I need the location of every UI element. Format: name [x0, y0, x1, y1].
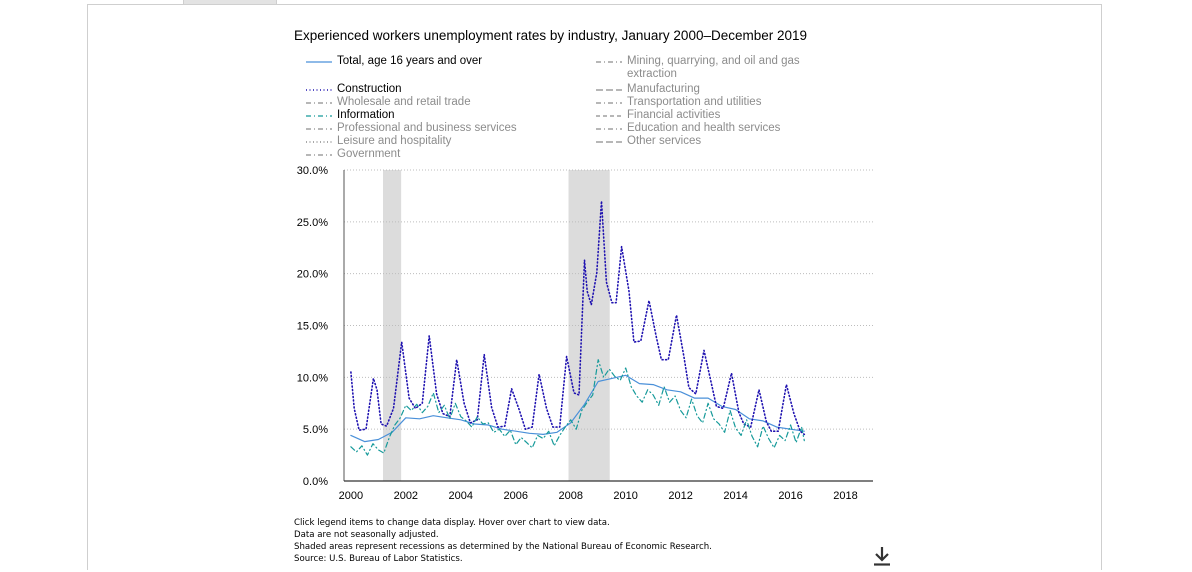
tab-stub[interactable]: [183, 0, 277, 5]
y-tick-label: 25.0%: [297, 217, 328, 229]
chart-panel: [87, 4, 1102, 570]
legend-label: Leisure and hospitality: [337, 135, 452, 147]
legend-item-professional-and-business-services[interactable]: Professional and business services: [306, 122, 517, 135]
legend-swatch: [596, 89, 622, 91]
legend-label: Manufacturing: [627, 83, 700, 95]
legend-swatch: [306, 102, 332, 104]
download-icon[interactable]: [872, 545, 892, 567]
legend-swatch: [596, 141, 622, 143]
chart-notes: Click legend items to change data displa…: [294, 517, 712, 565]
y-tick-label: 20.0%: [297, 269, 328, 281]
x-tick-label: 2008: [558, 490, 582, 502]
chart-title: Experienced workers unemployment rates b…: [294, 28, 808, 43]
legend-item-other-services[interactable]: Other services: [596, 135, 701, 148]
legend-item-financial-activities[interactable]: Financial activities: [596, 109, 720, 122]
legend-label: Other services: [627, 135, 702, 147]
legend-item-government[interactable]: Government: [306, 148, 400, 161]
legend-item-education-and-health-services[interactable]: Education and health services: [596, 122, 780, 135]
note-instructions: Click legend items to change data displa…: [294, 518, 610, 528]
x-tick-label: 2002: [394, 490, 418, 502]
legend-swatch: [306, 89, 332, 91]
x-tick-label: 2006: [504, 490, 528, 502]
x-tick-label: 2010: [613, 490, 637, 502]
legend-swatch: [596, 115, 622, 117]
legend-label: Information: [337, 109, 395, 121]
legend-label: Wholesale and retail trade: [337, 96, 471, 108]
series-line-information[interactable]: [350, 359, 805, 456]
legend-label: Financial activities: [627, 109, 721, 121]
legend-item-mining-quarrying-and-oil-and-gas-extraction[interactable]: Mining, quarrying, and oil and gas extra…: [596, 55, 817, 81]
legend-swatch: [306, 141, 332, 143]
legend-label: Total, age 16 years and over: [337, 55, 483, 67]
legend-item-wholesale-and-retail-trade[interactable]: Wholesale and retail trade: [306, 96, 471, 109]
legend-label: Mining, quarrying, and oil and gas extra…: [627, 55, 800, 80]
legend-item-construction[interactable]: Construction: [306, 83, 402, 96]
legend-swatch: [306, 128, 332, 130]
legend-swatch: [306, 61, 332, 63]
x-tick-label: 2004: [449, 490, 473, 502]
legend-swatch: [596, 128, 622, 130]
legend-label: Government: [337, 148, 401, 160]
legend-item-total-age-16-years-and-over[interactable]: Total, age 16 years and over: [306, 55, 482, 68]
y-tick-label: 30.0%: [297, 165, 328, 177]
y-tick-label: 5.0%: [303, 424, 328, 436]
legend-swatch: [306, 115, 332, 117]
x-tick-label: 2018: [833, 490, 857, 502]
legend-label: Professional and business services: [337, 122, 517, 134]
legend-swatch: [596, 102, 622, 104]
note-source: Source: U.S. Bureau of Labor Statistics.: [294, 554, 463, 564]
legend-item-manufacturing[interactable]: Manufacturing: [596, 83, 700, 96]
y-tick-label: 10.0%: [297, 372, 328, 384]
y-tick-label: 15.0%: [297, 321, 328, 333]
recession-band: [568, 170, 610, 481]
legend-swatch: [306, 154, 332, 156]
x-tick-label: 2016: [778, 490, 802, 502]
series-line-total-age-16-years-and-over[interactable]: [350, 374, 805, 443]
legend-label: Transportation and utilities: [627, 96, 762, 108]
y-tick-label: 0.0%: [303, 476, 328, 488]
legend-item-information[interactable]: Information: [306, 109, 395, 122]
series-line-construction[interactable]: [350, 200, 806, 436]
note-seasonal: Data are not seasonally adjusted.: [294, 530, 439, 540]
legend-item-transportation-and-utilities[interactable]: Transportation and utilities: [596, 96, 761, 109]
x-tick-label: 2000: [339, 490, 363, 502]
legend-label: Education and health services: [627, 122, 781, 134]
x-tick-label: 2012: [668, 490, 692, 502]
x-tick-label: 2014: [723, 490, 747, 502]
legend-swatch: [596, 61, 622, 63]
legend-item-leisure-and-hospitality[interactable]: Leisure and hospitality: [306, 135, 451, 148]
note-recessions: Shaded areas represent recessions as det…: [294, 542, 712, 552]
legend-label: Construction: [337, 83, 402, 95]
